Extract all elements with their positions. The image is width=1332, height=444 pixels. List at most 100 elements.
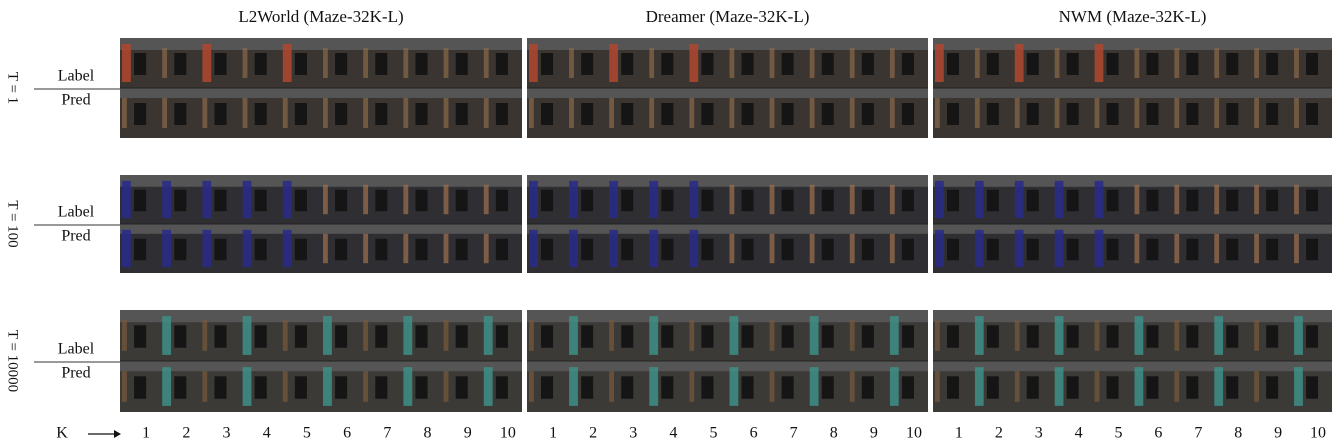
wall-block bbox=[1134, 367, 1143, 406]
corridor bbox=[255, 239, 267, 261]
corridor bbox=[496, 325, 508, 347]
wall-block bbox=[283, 230, 292, 267]
wall-block bbox=[975, 181, 984, 218]
wall-block bbox=[529, 371, 534, 402]
wall-block bbox=[162, 230, 171, 267]
corridor bbox=[902, 325, 914, 347]
corridor bbox=[1107, 53, 1119, 75]
corridor bbox=[862, 376, 874, 398]
corridor bbox=[1186, 376, 1198, 398]
corridor bbox=[1266, 53, 1278, 75]
wall-block bbox=[403, 234, 408, 263]
wall-block bbox=[444, 185, 449, 214]
wall-block bbox=[890, 48, 895, 78]
wall-block bbox=[283, 371, 288, 402]
corridor bbox=[742, 53, 754, 75]
wall-block bbox=[1254, 98, 1259, 128]
corridor bbox=[335, 239, 347, 261]
corridor bbox=[862, 325, 874, 347]
pred-text: Pred bbox=[61, 92, 90, 109]
k-step: 2 bbox=[589, 425, 597, 442]
corridor bbox=[375, 190, 387, 212]
corridor bbox=[541, 190, 553, 212]
corridor bbox=[1146, 239, 1158, 261]
wall-block bbox=[935, 181, 944, 218]
corridor bbox=[1226, 239, 1238, 261]
wall-block bbox=[243, 367, 252, 406]
wall-block bbox=[770, 234, 775, 263]
corridor bbox=[174, 325, 186, 347]
wall-block bbox=[890, 367, 899, 406]
k-step: 9 bbox=[464, 425, 472, 442]
wall-block bbox=[810, 367, 819, 406]
corridor bbox=[902, 190, 914, 212]
wall-block bbox=[1174, 234, 1179, 263]
wall-block bbox=[283, 98, 288, 128]
corridor bbox=[1266, 325, 1278, 347]
corridor bbox=[1306, 325, 1318, 347]
wall-block bbox=[730, 234, 735, 263]
corridor bbox=[742, 190, 754, 212]
wall-block bbox=[609, 98, 614, 128]
k-step: 1 bbox=[142, 425, 150, 442]
wall-block bbox=[283, 181, 292, 218]
k-step: 10 bbox=[1310, 425, 1326, 442]
corridor bbox=[415, 190, 427, 212]
wall-block bbox=[484, 185, 489, 214]
wall-block bbox=[810, 316, 819, 355]
ceiling bbox=[120, 88, 522, 98]
corridor bbox=[335, 53, 347, 75]
wall-block bbox=[529, 320, 534, 351]
corridor bbox=[862, 103, 874, 125]
wall-block bbox=[1174, 98, 1179, 128]
corridor bbox=[456, 190, 468, 212]
wall-block bbox=[890, 98, 895, 128]
k-step: 5 bbox=[303, 425, 311, 442]
wall-block bbox=[1015, 371, 1020, 402]
corridor bbox=[174, 239, 186, 261]
k-step: 9 bbox=[1274, 425, 1282, 442]
wall-block bbox=[1095, 181, 1104, 218]
k-step: 9 bbox=[870, 425, 878, 442]
wall-block bbox=[323, 185, 328, 214]
corridor bbox=[541, 376, 553, 398]
wall-block bbox=[1055, 367, 1064, 406]
wall-block bbox=[609, 371, 614, 402]
corridor bbox=[1226, 103, 1238, 125]
wall-block bbox=[850, 98, 855, 128]
corridor bbox=[822, 376, 834, 398]
k-step: 3 bbox=[223, 425, 231, 442]
wall-block bbox=[1134, 316, 1143, 355]
wall-block bbox=[1214, 48, 1219, 78]
image-strip bbox=[527, 38, 928, 138]
corridor bbox=[902, 53, 914, 75]
wall-block bbox=[323, 98, 328, 128]
corridor bbox=[1226, 190, 1238, 212]
wall-block bbox=[1214, 316, 1223, 355]
ceiling bbox=[933, 310, 1332, 322]
wall-block bbox=[1214, 234, 1219, 263]
wall-block bbox=[1294, 367, 1303, 406]
corridor bbox=[541, 325, 553, 347]
wall-block bbox=[1214, 98, 1219, 128]
wall-block bbox=[1015, 44, 1024, 82]
wall-block bbox=[569, 181, 578, 218]
k-step: 4 bbox=[1075, 425, 1083, 442]
k-step: 8 bbox=[424, 425, 432, 442]
wall-block bbox=[1095, 371, 1100, 402]
corridor bbox=[782, 325, 794, 347]
wall-block bbox=[122, 44, 131, 82]
wall-block bbox=[1095, 320, 1100, 351]
corridor bbox=[822, 103, 834, 125]
wall-block bbox=[1174, 48, 1179, 78]
wall-block bbox=[162, 48, 167, 78]
wall-block bbox=[484, 367, 493, 406]
image-strip bbox=[933, 38, 1332, 138]
corridor bbox=[661, 325, 673, 347]
corridor bbox=[1146, 376, 1158, 398]
wall-block bbox=[1254, 320, 1259, 351]
wall-block bbox=[1055, 316, 1064, 355]
wall-block bbox=[569, 98, 574, 128]
corridor bbox=[456, 103, 468, 125]
ceiling bbox=[527, 310, 928, 322]
